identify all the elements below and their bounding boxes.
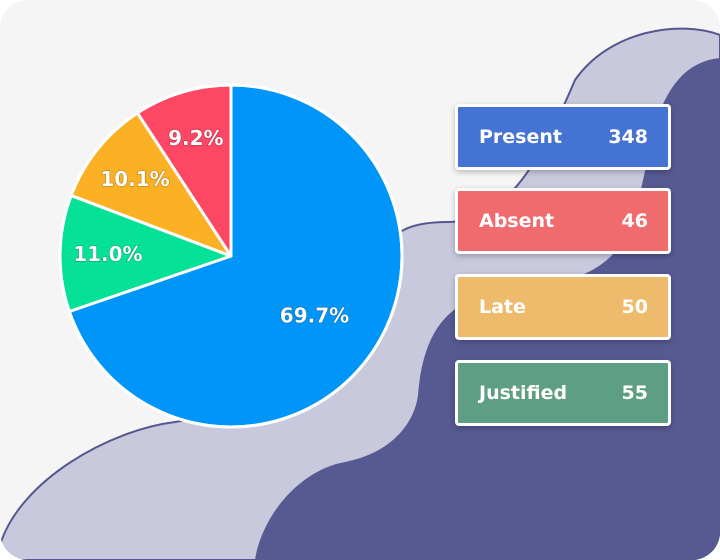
pie-label-present: 69.7%: [280, 304, 349, 328]
pie-label-absent: 9.2%: [168, 126, 223, 150]
stat-label-present: Present: [479, 126, 562, 148]
stat-value-justified: 55: [621, 382, 648, 404]
stat-value-late: 50: [621, 296, 648, 318]
stat-value-present: 348: [608, 126, 648, 148]
stat-value-absent: 46: [621, 210, 648, 232]
stat-card-present: Present 348: [455, 104, 671, 170]
pie-label-justified: 11.0%: [73, 242, 142, 266]
stat-label-late: Late: [479, 296, 526, 318]
stat-label-absent: Absent: [479, 210, 555, 232]
stat-label-justified: Justified: [479, 382, 568, 404]
stat-card-justified: Justified 55: [455, 360, 671, 426]
stat-card-absent: Absent 46: [455, 188, 671, 254]
pie-label-late: 10.1%: [100, 167, 169, 191]
pie-outline: [58, 83, 404, 429]
stat-card-late: Late 50: [455, 274, 671, 340]
